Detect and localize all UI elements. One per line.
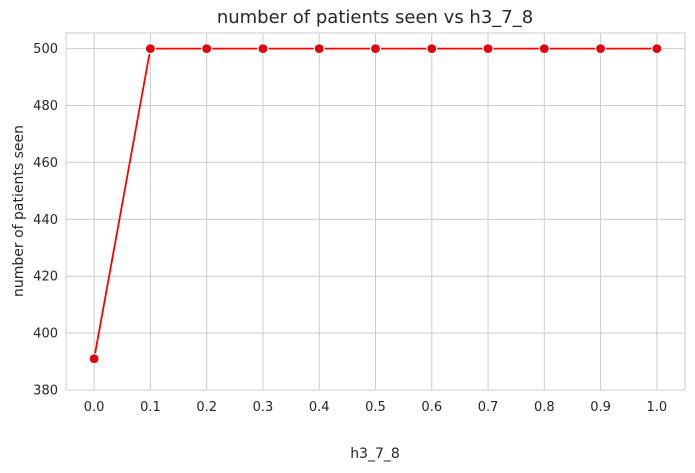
- plot-frame: [65, 32, 686, 391]
- data-point: [538, 43, 550, 55]
- y-tick-label: 420: [33, 270, 58, 285]
- x-tick-label: 0.3: [253, 400, 274, 415]
- x-tick-label: 0.1: [140, 400, 161, 415]
- x-tick-label: 0.9: [590, 400, 611, 415]
- x-tick-label: 0.4: [309, 400, 330, 415]
- data-point: [313, 43, 325, 55]
- data-point: [201, 43, 213, 55]
- y-tick-label: 500: [33, 42, 58, 57]
- x-tick-label: 0.7: [478, 400, 499, 415]
- data-point: [144, 43, 157, 55]
- x-tick-label: 0.5: [365, 400, 386, 415]
- data-points: [88, 43, 663, 365]
- data-point: [257, 43, 269, 55]
- y-tick-label: 380: [33, 384, 58, 399]
- data-point: [88, 353, 100, 365]
- x-tick-label: 0.8: [534, 400, 555, 415]
- y-tick-label: 460: [33, 156, 58, 171]
- y-axis-label: number of patients seen: [11, 125, 27, 297]
- y-tick-label: 440: [33, 213, 58, 228]
- y-tick-label: 480: [33, 99, 58, 114]
- x-tick-label: 0.2: [196, 400, 217, 415]
- x-axis-label: h3_7_8: [350, 446, 400, 462]
- x-tick-label: 0.0: [84, 400, 105, 415]
- data-point: [482, 43, 494, 55]
- y-tick-labels: 380 400 420 440 460 480 500: [33, 42, 58, 398]
- data-point: [426, 43, 438, 55]
- grid: [66, 33, 685, 391]
- x-tick-label: 1.0: [647, 400, 668, 415]
- x-tick-label: 0.6: [421, 400, 442, 415]
- data-point: [594, 43, 607, 55]
- data-point: [369, 43, 382, 55]
- x-tick-labels: 0.0 0.1 0.2 0.3 0.4 0.5 0.6 0.7 0.8 0.9 1.0: [84, 400, 667, 415]
- data-point: [651, 43, 663, 55]
- chart-title: number of patients seen vs h3_7_8: [217, 7, 533, 28]
- y-tick-label: 400: [33, 327, 58, 342]
